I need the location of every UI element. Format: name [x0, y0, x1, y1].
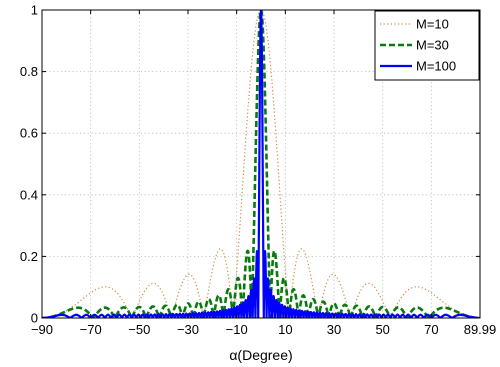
- plot-frame: [41, 9, 481, 319]
- x-tick-label: −70: [80, 322, 102, 337]
- x-tick-label: −30: [177, 322, 199, 337]
- legend: M=10 M=30 M=100: [374, 10, 480, 81]
- y-tick-label: 0.4: [20, 187, 38, 202]
- legend-label-m100: M=100: [416, 59, 456, 74]
- legend-label-m30: M=30: [416, 38, 449, 53]
- x-tick-label: 70: [424, 322, 438, 337]
- x-tick-labels: −90 −70 −50 −30 −10 10 30 50 70 89.99: [31, 322, 496, 337]
- tick-marks: [41, 9, 481, 319]
- x-tick-label: 30: [327, 322, 341, 337]
- legend-label-m10: M=10: [416, 17, 449, 32]
- y-tick-label: 0.2: [20, 249, 38, 264]
- series-line-m10: [42, 10, 480, 318]
- y-tick-label: 1: [31, 3, 38, 18]
- x-tick-label: −50: [128, 322, 150, 337]
- y-tick-label: 0: [31, 311, 38, 326]
- y-tick-label: 0.8: [20, 64, 38, 79]
- y-tick-labels: 0 0.2 0.4 0.6 0.8 1: [20, 3, 38, 326]
- x-tick-label: −90: [31, 322, 53, 337]
- x-tick-label: −10: [226, 322, 248, 337]
- x-tick-label: 10: [278, 322, 292, 337]
- x-tick-label: 89.99: [464, 322, 497, 337]
- y-tick-label: 0.6: [20, 126, 38, 141]
- x-axis-label: α(Degree): [229, 347, 292, 363]
- x-tick-label: 50: [375, 322, 389, 337]
